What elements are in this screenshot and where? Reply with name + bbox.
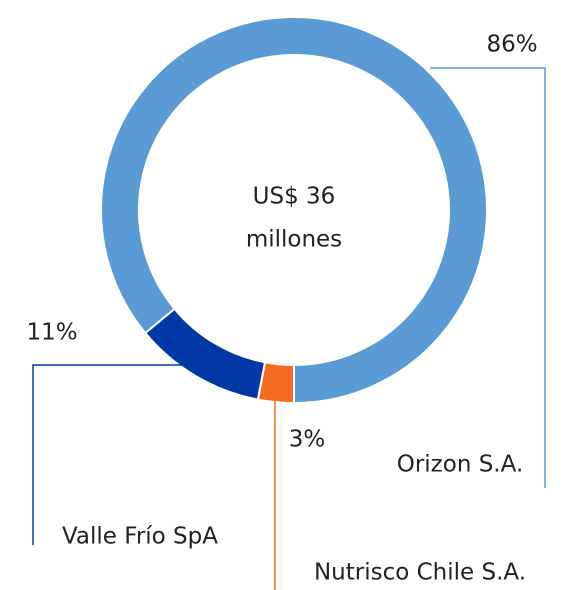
category-label: Nutrisco Chile S.A. <box>314 560 526 586</box>
value-label: 3% <box>289 427 326 453</box>
value-label: 11% <box>26 320 77 346</box>
leader-line <box>32 364 185 545</box>
category-label: Orizon S.A. <box>397 452 524 478</box>
donut-segment <box>143 307 267 401</box>
leader-line <box>430 67 546 488</box>
donut-segment <box>100 16 488 405</box>
center-label: millones <box>246 227 342 253</box>
center-label: US$ 36 <box>253 184 336 210</box>
value-label: 86% <box>486 32 537 58</box>
category-label: Valle Frío SpA <box>62 524 218 550</box>
